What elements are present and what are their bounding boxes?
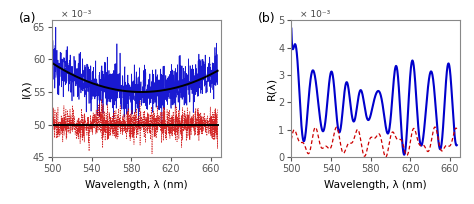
Text: × 10⁻³: × 10⁻³ <box>300 10 330 19</box>
Text: (a): (a) <box>18 12 36 25</box>
X-axis label: Wavelength, λ (nm): Wavelength, λ (nm) <box>85 180 188 190</box>
Text: × 10⁻³: × 10⁻³ <box>61 10 91 19</box>
Text: (b): (b) <box>258 12 275 25</box>
X-axis label: Wavelength, λ (nm): Wavelength, λ (nm) <box>324 180 427 190</box>
Y-axis label: R(λ): R(λ) <box>267 77 277 100</box>
Y-axis label: I(λ): I(λ) <box>21 79 31 98</box>
